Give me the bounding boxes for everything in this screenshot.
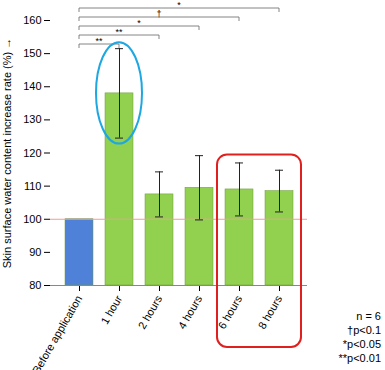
svg-text:80: 80 [29, 279, 41, 291]
svg-text:150: 150 [23, 47, 41, 59]
svg-text:Skin surface water content inc: Skin surface water content increase rate… [1, 38, 13, 268]
svg-text:**p<0.01: **p<0.01 [338, 352, 381, 364]
svg-text:*: * [177, 0, 181, 10]
svg-text:*p<0.05: *p<0.05 [343, 338, 381, 350]
svg-text:4 hours: 4 hours [176, 293, 205, 331]
svg-text:**: ** [95, 36, 103, 46]
svg-text:6 hours: 6 hours [216, 293, 245, 331]
svg-text:†p<0.1: †p<0.1 [347, 324, 381, 336]
svg-text:120: 120 [23, 147, 41, 159]
svg-text:110: 110 [24, 180, 42, 192]
svg-text:n = 6: n = 6 [356, 310, 381, 322]
svg-text:130: 130 [23, 113, 41, 125]
svg-text:†: † [156, 9, 161, 19]
svg-text:2 hours: 2 hours [136, 293, 165, 331]
svg-text:90: 90 [29, 246, 41, 258]
svg-text:160: 160 [23, 14, 41, 26]
svg-text:1 hour: 1 hour [98, 293, 124, 326]
svg-text:100: 100 [23, 213, 41, 225]
svg-text:140: 140 [23, 80, 41, 92]
svg-text:*: * [137, 18, 141, 28]
svg-text:8 hours: 8 hours [256, 293, 285, 331]
svg-text:**: ** [115, 27, 123, 37]
svg-text:Before application: Before application [30, 293, 84, 370]
